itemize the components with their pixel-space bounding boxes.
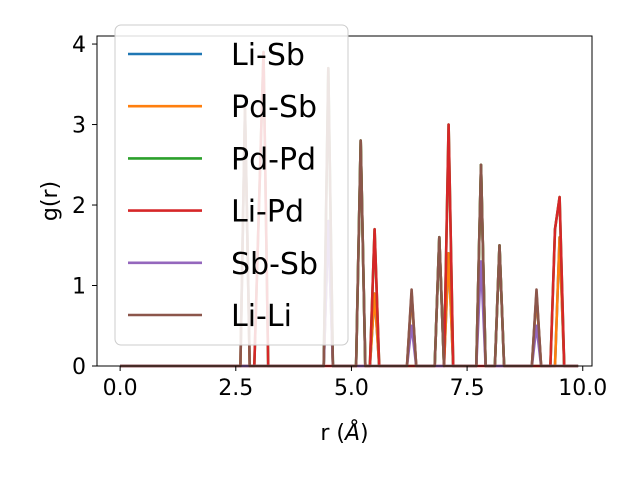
x-tick-label: 7.5 bbox=[450, 376, 485, 401]
legend-frame bbox=[114, 24, 349, 346]
ticks-layer: 0.0 2.5 5.0 7.5 10.0 0 1 2 3 4 bbox=[72, 33, 607, 401]
legend-label: Pd-Sb bbox=[231, 90, 317, 125]
x-axis-label: r (Å) bbox=[320, 419, 368, 446]
x-tick-label: 0.0 bbox=[103, 376, 138, 401]
legend-label: Li-Li bbox=[231, 299, 292, 334]
x-axis-unit: Å bbox=[343, 419, 360, 446]
x-tick-label: 2.5 bbox=[218, 376, 253, 401]
x-tick-label: 10.0 bbox=[558, 376, 607, 401]
legend-label: Pd-Pd bbox=[231, 142, 316, 177]
y-tick-label: 2 bbox=[72, 194, 86, 219]
y-tick-label: 4 bbox=[72, 33, 86, 58]
y-tick-label: 1 bbox=[72, 275, 86, 300]
x-tick-label: 5.0 bbox=[334, 376, 369, 401]
legend: Li-Sb Pd-Sb Pd-Pd Li-Pd Sb-Sb Li-Li bbox=[114, 24, 349, 346]
y-tick-label: 3 bbox=[72, 114, 86, 139]
y-axis-label: g(r) bbox=[38, 181, 63, 221]
legend-label: Li-Sb bbox=[231, 38, 305, 73]
legend-label: Sb-Sb bbox=[231, 247, 318, 282]
y-tick-label: 0 bbox=[72, 355, 86, 380]
legend-label: Li-Pd bbox=[231, 195, 304, 230]
